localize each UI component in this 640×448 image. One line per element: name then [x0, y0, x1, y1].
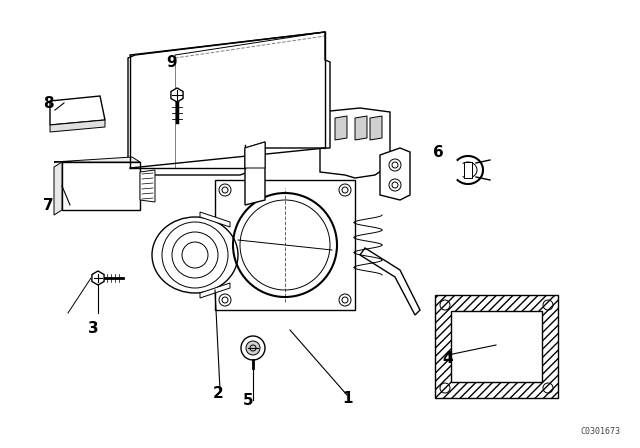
- Circle shape: [246, 341, 260, 355]
- Polygon shape: [335, 116, 347, 140]
- Polygon shape: [140, 170, 155, 202]
- Polygon shape: [128, 32, 330, 175]
- Text: 9: 9: [166, 55, 177, 69]
- Text: 2: 2: [212, 385, 223, 401]
- Polygon shape: [62, 162, 140, 210]
- Polygon shape: [54, 162, 62, 215]
- Circle shape: [241, 336, 265, 360]
- Polygon shape: [320, 108, 390, 178]
- Text: 7: 7: [43, 198, 53, 212]
- Text: 8: 8: [43, 95, 53, 111]
- Text: C0301673: C0301673: [580, 427, 620, 436]
- Polygon shape: [245, 142, 265, 205]
- Polygon shape: [171, 88, 183, 102]
- Polygon shape: [50, 120, 105, 132]
- Polygon shape: [355, 116, 367, 140]
- Polygon shape: [380, 148, 410, 200]
- Polygon shape: [451, 311, 542, 382]
- Polygon shape: [92, 271, 104, 285]
- Polygon shape: [54, 157, 140, 162]
- Text: 3: 3: [88, 320, 99, 336]
- Polygon shape: [200, 283, 230, 298]
- Text: 4: 4: [443, 350, 453, 366]
- FancyBboxPatch shape: [464, 162, 472, 178]
- Polygon shape: [360, 248, 420, 315]
- Polygon shape: [200, 212, 230, 227]
- Text: 1: 1: [343, 391, 353, 405]
- Text: 5: 5: [243, 392, 253, 408]
- Ellipse shape: [152, 217, 238, 293]
- Polygon shape: [370, 116, 382, 140]
- Text: 6: 6: [433, 145, 444, 159]
- Polygon shape: [50, 96, 105, 125]
- Polygon shape: [215, 180, 355, 310]
- Polygon shape: [245, 142, 265, 168]
